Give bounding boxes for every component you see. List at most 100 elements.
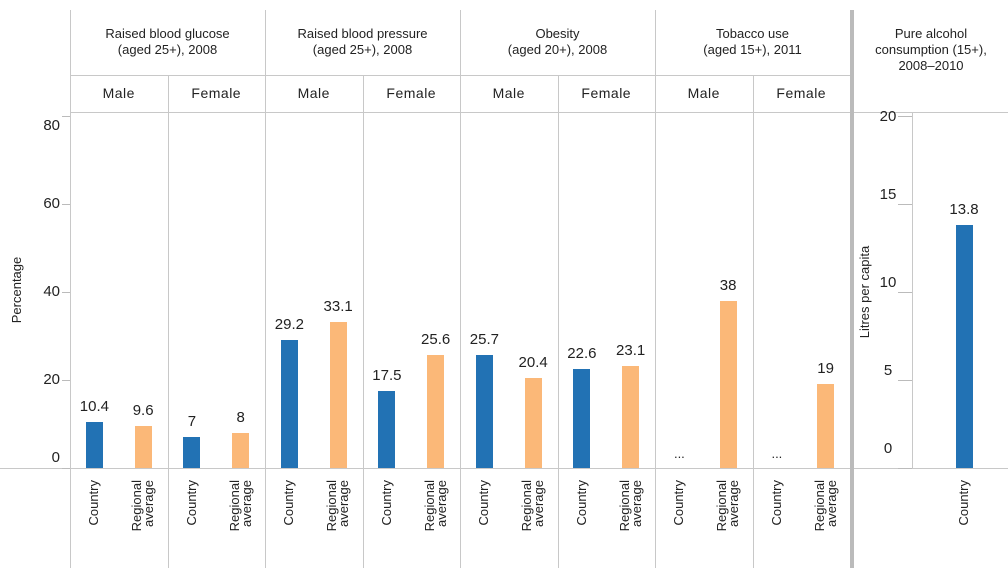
x-tick-label: Country [768, 480, 784, 526]
tick-mark [898, 116, 912, 117]
bar [329, 322, 347, 468]
chart-title: 2008–2010 [898, 58, 964, 73]
y-tick-label: 15 [879, 186, 897, 203]
data-label: 10.4 [79, 398, 109, 416]
bar [622, 366, 640, 468]
tick-mark [62, 380, 70, 381]
tick-mark [898, 380, 912, 381]
tick-mark [898, 468, 912, 469]
bar [85, 422, 103, 468]
bar [524, 378, 542, 468]
x-tick-label: Country [476, 480, 492, 526]
data-label: 20.4 [518, 354, 548, 372]
data-label: 38 [719, 276, 737, 294]
divider [362, 75, 364, 568]
divider [70, 10, 71, 568]
bar [427, 355, 445, 468]
group-title: (aged 25+), 2008 [312, 42, 413, 57]
tick-mark [62, 116, 70, 117]
divider [167, 75, 169, 568]
group-title: (aged 15+), 2011 [703, 42, 802, 57]
chart-title: Pure alcohol [894, 26, 968, 41]
divider [265, 10, 266, 568]
tick-mark [898, 204, 912, 205]
group-title: Raised blood pressure [297, 26, 428, 41]
data-label: 8 [236, 408, 245, 426]
x-tick-label: Country [671, 480, 687, 526]
y-tick-label: 40 [43, 283, 60, 300]
y-tick-label: 5 [883, 362, 893, 379]
panel-label: Female [191, 85, 242, 101]
y-tick-label: 0 [883, 440, 893, 457]
y-tick-label: 10 [879, 274, 897, 291]
panel-label: Female [776, 85, 827, 101]
tick-mark [62, 204, 70, 205]
x-tick-label: Country [183, 480, 199, 526]
data-label: 22.6 [567, 344, 597, 362]
y-tick-label: 0 [51, 449, 60, 466]
x-tick-label: Country [956, 480, 971, 526]
data-label: 13.8 [949, 201, 979, 219]
data-label: 25.6 [421, 331, 451, 349]
tick-mark [898, 292, 912, 293]
bar [955, 225, 973, 468]
x-tick-label: Regional average [421, 480, 449, 532]
x-tick-label: Country [573, 480, 589, 526]
bar [817, 384, 835, 468]
divider [850, 10, 854, 568]
y-tick-label: 80 [43, 117, 60, 134]
y-tick-label: 20 [43, 371, 60, 388]
data-label: 33.1 [323, 298, 353, 316]
divider [460, 10, 461, 568]
x-tick-label: Regional average [129, 480, 157, 532]
bar [573, 368, 591, 468]
data-label: ... [673, 446, 685, 461]
divider [854, 468, 1008, 469]
tick-mark [62, 292, 70, 293]
group-title: (aged 25+), 2008 [117, 42, 218, 57]
bar [280, 339, 298, 468]
divider [854, 112, 1008, 113]
panel-label: Male [297, 85, 330, 101]
tick-mark [62, 468, 70, 469]
divider [912, 112, 913, 468]
divider [752, 75, 754, 568]
panel-label: Male [492, 85, 525, 101]
x-tick-label: Regional average [324, 480, 352, 532]
y-axis-label: Litres per capita [857, 245, 872, 339]
group-title: Raised blood glucose [105, 26, 230, 41]
data-label: 25.7 [469, 330, 499, 348]
group-title: Obesity [535, 26, 580, 41]
x-tick-label: Regional average [226, 480, 254, 532]
group-title: Tobacco use [716, 26, 789, 41]
x-tick-label: Regional average [519, 480, 547, 532]
y-tick-label: 20 [879, 108, 897, 125]
divider [0, 468, 850, 469]
x-tick-label: Regional average [811, 480, 839, 532]
data-label: 9.6 [132, 401, 154, 419]
bar [719, 300, 737, 468]
x-tick-label: Country [86, 480, 102, 526]
panel-label: Male [687, 85, 720, 101]
y-tick-label: 60 [43, 195, 60, 212]
bar [232, 432, 250, 468]
bar [475, 354, 493, 468]
data-label: 23.1 [616, 342, 646, 360]
data-label: 17.5 [372, 367, 402, 384]
data-label: 29.2 [274, 315, 304, 333]
panel-label: Male [102, 85, 135, 101]
bar [378, 391, 396, 468]
data-label: 7 [187, 413, 197, 431]
bar [183, 437, 201, 468]
x-tick-label: Country [378, 480, 394, 526]
group-title: (aged 20+), 2008 [507, 42, 608, 57]
bar [134, 425, 152, 468]
data-label: 19 [817, 360, 834, 378]
panel-label: Female [581, 85, 632, 101]
x-tick-label: Country [281, 480, 297, 526]
x-tick-label: Regional average [616, 480, 644, 532]
data-label: ... [771, 446, 783, 461]
panel-label: Female [386, 85, 437, 101]
divider [557, 75, 559, 568]
